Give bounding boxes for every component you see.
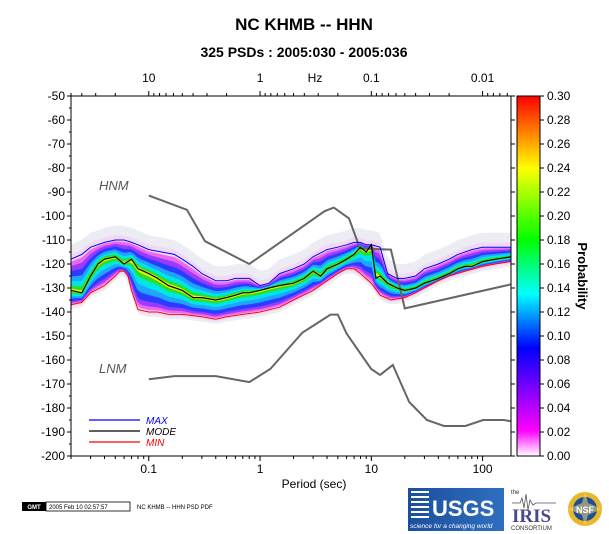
- legend-max-label: MAX: [146, 416, 168, 427]
- y-tick-label: -80: [48, 161, 66, 175]
- top-axis-unit: Hz: [308, 71, 323, 85]
- colorbar-tick-label: 0.12: [547, 305, 571, 319]
- y-tick-label: -200: [41, 449, 65, 463]
- top-tick-label: 0.01: [471, 71, 495, 85]
- colorbar-tick-label: 0.18: [547, 233, 571, 247]
- y-tick-label: -120: [41, 257, 65, 271]
- legend-min-label: MIN: [146, 438, 165, 449]
- chart-title: NC KHMB -- HHN: [235, 15, 373, 34]
- usgs-tagline: science for a changing world: [410, 523, 493, 530]
- footer-caption: NC KHMB -- HHN PSD PDF: [137, 505, 213, 511]
- y-tick-label: -100: [41, 209, 65, 223]
- legend-mode-label: MODE: [146, 427, 176, 438]
- hnm-curve: [148, 194, 511, 310]
- top-tick-label: 10: [142, 71, 156, 85]
- chart-subtitle: 325 PSDs : 2005:030 - 2005:036: [200, 44, 407, 60]
- x-tick-label: 0.1: [140, 462, 157, 476]
- seismogram-icon: [512, 493, 556, 511]
- hnm-label: HNM: [99, 178, 129, 193]
- colorbar-tick-label: 0.16: [547, 257, 571, 271]
- lnm-curve: [148, 313, 511, 427]
- iris-mark: IRIS: [512, 506, 551, 527]
- x-tick-label: 1: [257, 462, 264, 476]
- min-line: [71, 261, 511, 320]
- top-tick-label: 0.1: [363, 71, 380, 85]
- nsf-mark: NSF: [576, 505, 595, 515]
- y-tick-label: -130: [41, 281, 65, 295]
- colorbar-tick-label: 0.20: [547, 209, 571, 223]
- y-tick-label: -70: [48, 137, 66, 151]
- y-tick-label: -150: [41, 329, 65, 343]
- y-tick-label: -180: [41, 401, 65, 415]
- mode-line: [71, 243, 511, 301]
- iris-small: the: [511, 490, 520, 496]
- y-tick-label: -50: [48, 89, 66, 103]
- y-tick-label: -90: [48, 185, 66, 199]
- y-tick-label: -110: [42, 233, 65, 247]
- colorbar: [516, 95, 541, 457]
- y-tick-label: -140: [41, 305, 65, 319]
- y-tick-label: -190: [41, 425, 65, 439]
- colorbar-tick-label: 0.26: [547, 137, 571, 151]
- colorbar-label: Probability: [575, 242, 590, 310]
- usgs-mark: USGS: [432, 496, 494, 521]
- top-tick-label: 1: [257, 71, 264, 85]
- y-tick-label: -60: [48, 113, 66, 127]
- gmt-stamp: GMT 2005 Feb 10 02:57:57: [22, 501, 131, 512]
- colorbar-tick-label: 0.14: [547, 281, 571, 295]
- colorbar-tick-label: 0.28: [547, 113, 571, 127]
- x-axis-label: Period (sec): [282, 477, 347, 491]
- colorbar-tick-label: 0.02: [547, 425, 571, 439]
- max-line: [71, 239, 511, 287]
- colorbar-tick-label: 0.24: [547, 161, 571, 175]
- colorbar-tick-label: 0.22: [547, 185, 571, 199]
- colorbar-tick-label: 0.30: [547, 89, 571, 103]
- colorbar-tick-label: 0.00: [547, 449, 571, 463]
- x-tick-label: 10: [365, 462, 379, 476]
- nsf-logo: NSF: [568, 492, 602, 526]
- gmt-badge: GMT: [27, 505, 41, 511]
- y-tick-label: -170: [41, 377, 65, 391]
- timestamp: 2005 Feb 10 02:57:57: [49, 505, 108, 511]
- usgs-logo: USGS science for a changing world: [408, 488, 504, 531]
- x-tick-label: 100: [473, 462, 493, 476]
- iris-sub: CONSORTIUM: [511, 526, 552, 532]
- colorbar-tick-label: 0.10: [547, 329, 571, 343]
- colorbar-tick-label: 0.08: [547, 353, 571, 367]
- y-tick-label: -160: [41, 353, 65, 367]
- lnm-label: LNM: [99, 361, 127, 376]
- colorbar-tick-label: 0.06: [547, 377, 571, 391]
- iris-logo: the IRIS CONSORTIUM: [511, 490, 556, 532]
- colorbar-tick-label: 0.04: [547, 401, 571, 415]
